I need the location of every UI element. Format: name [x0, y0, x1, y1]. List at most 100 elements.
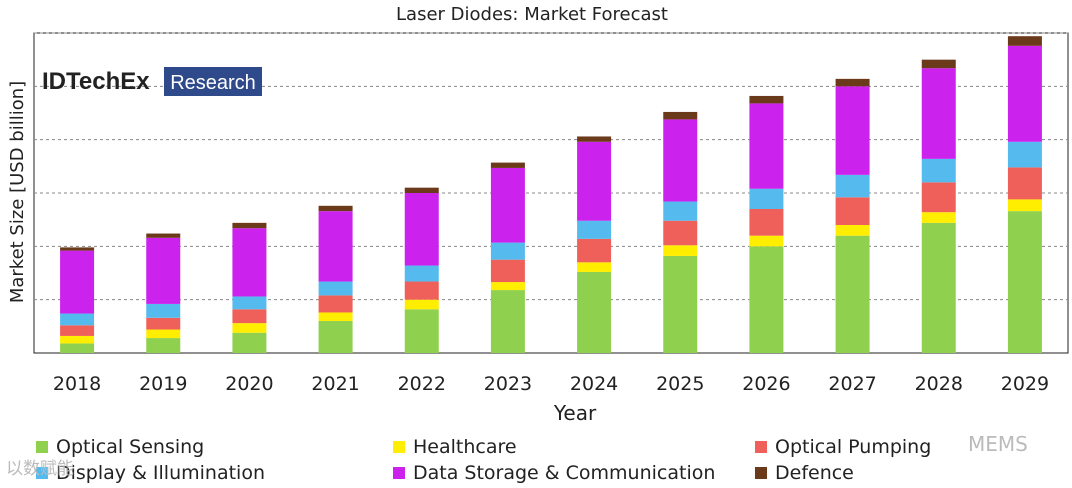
logo-brand: IDTechEx: [42, 68, 150, 95]
bar-segment: [577, 141, 612, 221]
watermark-right: MEMS: [968, 432, 1028, 456]
legend-label: Display & Illumination: [56, 462, 265, 484]
bar-segment: [232, 323, 267, 333]
bar-segment: [232, 222, 267, 229]
bar-segment: [577, 220, 612, 239]
bar-segment: [749, 103, 784, 189]
bar-segment: [921, 59, 956, 69]
legend-label: Healthcare: [413, 436, 517, 458]
bar-segment: [663, 255, 698, 353]
bar-segment: [146, 303, 181, 318]
legend-label: Optical Sensing: [56, 436, 205, 458]
bar-segment: [318, 281, 353, 296]
bar-segment: [1007, 167, 1042, 200]
bar-segment: [60, 325, 95, 336]
bar-segment: [318, 321, 353, 353]
bar-segment: [490, 167, 525, 243]
legend-label: Data Storage & Communication: [413, 462, 716, 484]
bar-segment: [749, 209, 784, 236]
bar-segment: [1007, 199, 1042, 212]
legend-swatch: [36, 441, 48, 453]
bar-segment: [921, 212, 956, 223]
legend-item-optical-pumping: Optical Pumping: [755, 436, 931, 458]
bar-segment: [318, 312, 353, 321]
bar-segment: [663, 119, 698, 202]
x-tick-labels: 2018 2019 2020 2021 2022 2023 2024 2025 2026 2027…: [53, 373, 1049, 395]
legend: Optical Sensing Healthcare Optical Pumpi…: [0, 432, 1072, 488]
bar-segment: [146, 338, 181, 353]
x-tick-label: 2024: [570, 373, 618, 395]
bar-segment: [404, 281, 439, 300]
legend-swatch: [393, 441, 405, 453]
bar-segment: [232, 332, 267, 353]
bar-segment: [490, 259, 525, 283]
legend-swatch: [755, 441, 767, 453]
bar-segment: [835, 225, 870, 236]
bar-segment: [146, 329, 181, 339]
x-tick-label: 2026: [742, 373, 790, 395]
bar-segment: [749, 188, 784, 209]
gridlines: [34, 32, 1068, 301]
bars: [60, 36, 1042, 353]
logo-tag-box: [164, 67, 262, 96]
bar-segment: [749, 246, 784, 353]
bar-segment: [60, 247, 95, 251]
bar-segment: [835, 197, 870, 225]
x-tick-label: 2029: [1001, 373, 1049, 395]
x-tick-label: 2025: [656, 373, 704, 395]
bar-segment: [577, 136, 612, 142]
legend-item-optical-sensing: Optical Sensing: [36, 436, 204, 458]
bar-segment: [835, 78, 870, 87]
x-tick-label: 2028: [915, 373, 963, 395]
bar-segment: [577, 238, 612, 263]
legend-swatch: [393, 467, 405, 479]
bar-segment: [490, 290, 525, 353]
x-axis-label: Year: [553, 401, 597, 425]
legend-label: Defence: [775, 462, 854, 484]
legend-swatch: [755, 467, 767, 479]
x-tick-label: 2021: [311, 373, 359, 395]
legend-item-data-storage: Data Storage & Communication: [393, 462, 715, 484]
y-axis-label: Market Size [USD billion]: [7, 81, 28, 303]
bar-segment: [663, 201, 698, 221]
bar-segment: [663, 245, 698, 256]
bar-segment: [1007, 45, 1042, 142]
legend-swatch: [36, 467, 48, 479]
bar-segment: [146, 237, 181, 304]
bar-segment: [921, 182, 956, 213]
bar-segment: [835, 174, 870, 198]
chart-title: Laser Diodes: Market Forecast: [396, 4, 668, 25]
bar-segment: [60, 313, 95, 326]
x-tick-label: 2018: [53, 373, 101, 395]
legend-label: Optical Pumping: [775, 436, 932, 458]
bar-segment: [404, 309, 439, 353]
bar-segment: [146, 233, 181, 238]
bar-segment: [749, 95, 784, 104]
bar-segment: [318, 211, 353, 282]
bar-segment: [60, 250, 95, 314]
logo-tag: Research: [170, 72, 256, 94]
bar-segment: [835, 235, 870, 353]
bar-segment: [1007, 36, 1042, 46]
bar-segment: [232, 309, 267, 324]
bar-segment: [1007, 211, 1042, 353]
bar-segment: [146, 317, 181, 330]
bar-segment: [318, 205, 353, 212]
bar-segment: [577, 271, 612, 353]
bar-segment: [921, 68, 956, 159]
bar-segment: [232, 296, 267, 310]
x-tick-label: 2022: [398, 373, 446, 395]
bar-segment: [404, 193, 439, 266]
bar-segment: [921, 222, 956, 353]
x-tick-label: 2020: [225, 373, 273, 395]
bar-segment: [404, 187, 439, 193]
bar-segment: [490, 162, 525, 168]
idtechex-logo: IDTechEx Research: [42, 67, 262, 96]
legend-item-healthcare: Healthcare: [393, 436, 517, 458]
bar-segment: [490, 242, 525, 260]
x-tick-label: 2023: [484, 373, 532, 395]
bar-segment: [921, 158, 956, 183]
legend-item-display-illumination: Display & Illumination: [36, 462, 265, 484]
x-tick-label: 2019: [139, 373, 187, 395]
bar-segment: [663, 220, 698, 246]
